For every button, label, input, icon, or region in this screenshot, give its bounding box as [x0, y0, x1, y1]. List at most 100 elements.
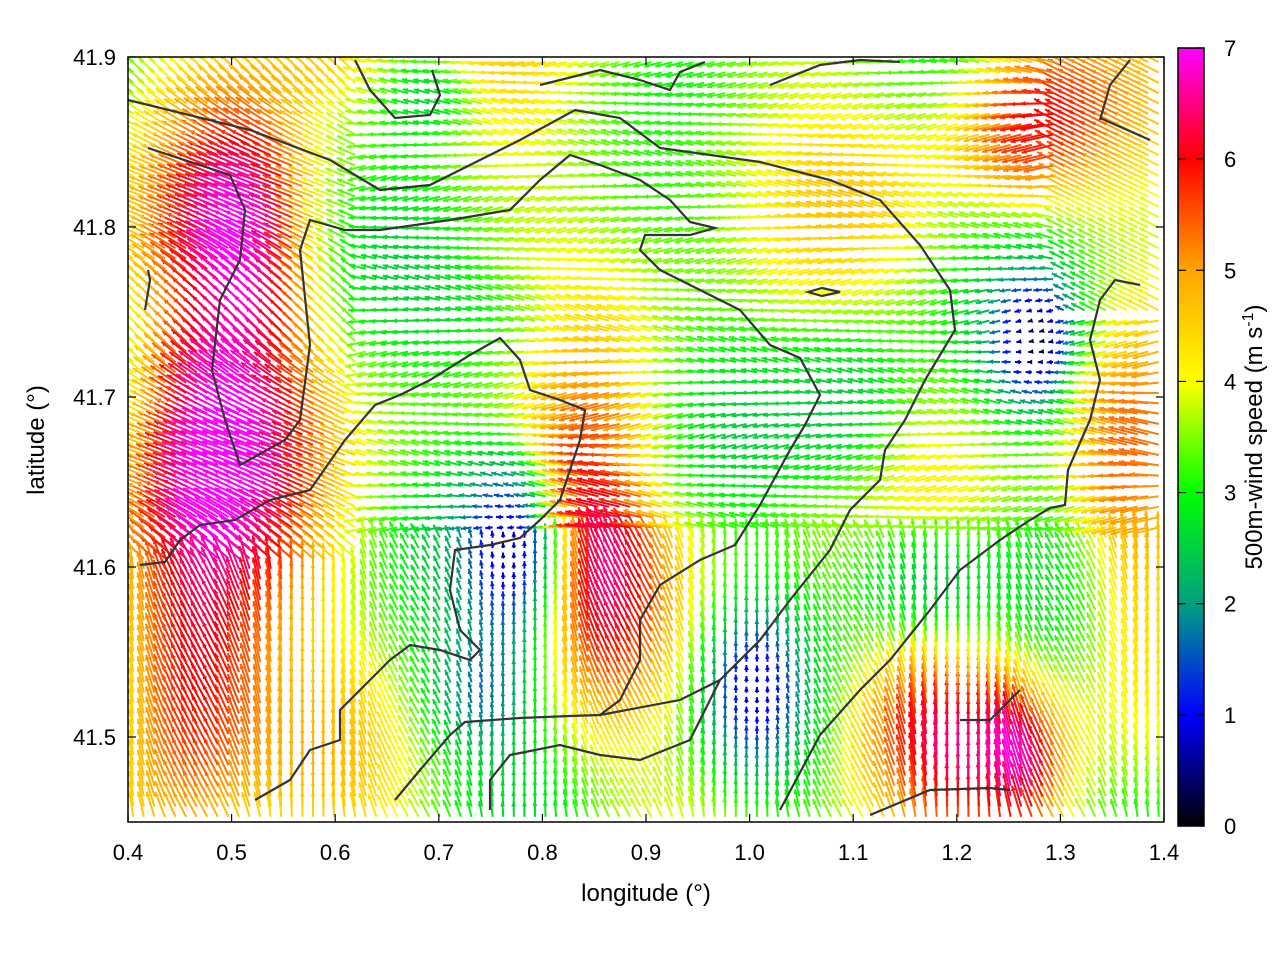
wind-vector-head — [722, 682, 728, 688]
wind-vector-head — [851, 764, 856, 771]
wind-vector-head — [629, 745, 635, 751]
wind-vector-head — [442, 768, 448, 775]
wind-vector-head — [1098, 798, 1103, 805]
wind-vector-head — [813, 748, 818, 755]
wind-vector-head — [619, 766, 625, 773]
wind-vector-head — [442, 779, 448, 785]
wind-vector-head — [600, 798, 605, 804]
wind-vector-head — [754, 665, 760, 671]
wind-vector-head — [387, 775, 392, 781]
wind-vector-head — [240, 737, 245, 744]
wind-vector-head — [397, 776, 402, 782]
wind-vector-head — [408, 746, 413, 752]
wind-vector-head — [1074, 797, 1080, 804]
wind-vector-head — [377, 742, 382, 748]
wind-vector-head — [793, 798, 799, 805]
wind-vector-head — [754, 725, 760, 731]
wind-vector-head — [744, 665, 749, 670]
wind-vector-head — [367, 783, 373, 789]
wind-vector-head — [164, 792, 169, 798]
wind-vector-head — [619, 787, 625, 794]
wind-vector-head — [831, 767, 837, 773]
wind-vector-head — [590, 755, 595, 762]
wind-vector-head — [397, 797, 403, 803]
wind-vector-head — [1062, 785, 1068, 791]
wind-vector-head — [862, 795, 867, 801]
wind-vector — [993, 749, 1002, 786]
wind-vector-head — [500, 610, 506, 616]
wind-vector-head — [610, 787, 615, 794]
wind-vector-head — [1109, 798, 1115, 805]
wind-vector-head — [387, 743, 392, 750]
wind-vector — [1010, 773, 1023, 807]
wind-vector-head — [377, 784, 382, 790]
wind-vector-head — [812, 778, 818, 785]
wind-vector-head — [831, 787, 837, 794]
wind-vector-head — [408, 756, 413, 762]
wind-vector-head — [733, 714, 739, 720]
wind-vector-head — [803, 749, 809, 755]
wind-vector — [993, 738, 1002, 776]
wind-vector-head — [754, 743, 760, 749]
wind-vector — [908, 743, 917, 776]
wind-vector-head — [442, 799, 448, 806]
wind-vector-head — [1018, 763, 1024, 770]
wind-vector-head — [652, 796, 657, 803]
wind-vector — [1018, 751, 1033, 787]
wind-vector-head — [641, 787, 646, 793]
wind-vector-head — [744, 696, 749, 702]
wind-vector-head — [733, 705, 739, 711]
wind-vector-head — [822, 747, 827, 754]
wind-vector — [896, 756, 906, 787]
wind-vector-head — [1097, 766, 1103, 772]
wind-vector-head — [145, 749, 151, 755]
wind-vector-head — [822, 768, 827, 774]
wind-vector-head — [1097, 755, 1103, 762]
wind-vector-head — [652, 755, 657, 762]
wind-vector-head — [532, 558, 538, 564]
wind-vector-head — [1109, 755, 1114, 761]
wind-vector-head — [652, 786, 657, 793]
wind-vector-head — [630, 777, 635, 783]
wind-vector-head — [599, 744, 604, 751]
wind-vector-head — [1109, 788, 1115, 794]
wind-vector-head — [754, 716, 760, 722]
wind-vector-head — [431, 758, 436, 764]
wind-vector-head — [664, 786, 669, 792]
wind-vector — [1010, 761, 1023, 797]
wind-vector-head — [419, 798, 425, 805]
wind-vector-head — [443, 748, 448, 755]
wind-vector-head — [397, 765, 402, 772]
wind-vector — [994, 761, 1002, 797]
wind-vector-head — [145, 738, 150, 745]
wind-vector-head — [765, 696, 770, 702]
wind-vector-head — [754, 687, 760, 693]
wind-vector-head — [500, 562, 506, 568]
wind-vector-head — [1062, 774, 1067, 781]
wind-vector-head — [511, 590, 517, 596]
wind-vector-head — [431, 768, 436, 774]
wind-vector-head — [581, 766, 586, 773]
wind-vector-head — [883, 747, 889, 754]
wind-vector-head — [1121, 787, 1127, 794]
wind-vector-head — [581, 777, 586, 783]
wind-vector-head — [754, 697, 760, 703]
wind-vector-head — [641, 776, 646, 783]
wind-vector-head — [419, 747, 425, 753]
wind-vector-head — [641, 745, 646, 751]
wind-vector-head — [590, 744, 595, 751]
wind-vector-head — [754, 630, 760, 636]
wind-vector-head — [228, 759, 233, 765]
wind-vector-head — [764, 725, 770, 731]
wind-vector-head — [522, 551, 527, 557]
wind-vector-head — [500, 591, 506, 597]
wind-vector-head — [397, 745, 402, 751]
wind-vector-head — [609, 766, 615, 773]
wind-vector-head — [630, 787, 635, 793]
wind-vector-head — [590, 766, 596, 773]
wind-vector — [895, 745, 906, 776]
wind-vector-head — [1019, 775, 1025, 781]
wind-vector-head — [676, 745, 681, 752]
wind-vector-head — [744, 752, 749, 758]
wind-vector-head — [884, 780, 890, 787]
